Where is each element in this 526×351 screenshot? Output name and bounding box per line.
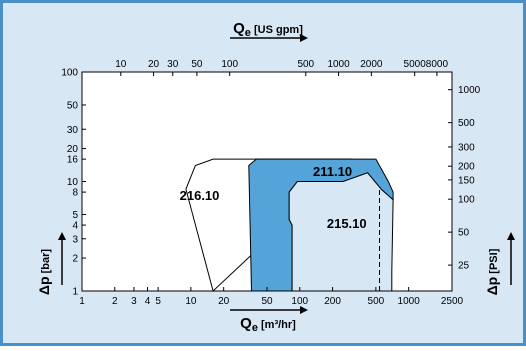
y-tick-label: 1 xyxy=(72,287,78,298)
top-tick-label: 50 xyxy=(191,59,203,70)
x-tick-label: 2 xyxy=(112,296,118,307)
top-tick-label: 100 xyxy=(221,59,238,70)
y-tick-label: 50 xyxy=(67,100,79,111)
bottom-axis-arrowhead xyxy=(300,306,308,314)
right-axis-title: Δp [PSI] xyxy=(484,248,500,295)
x-tick-label: 1000 xyxy=(398,296,421,307)
top-tick-label: 1000 xyxy=(327,59,350,70)
right-tick-label: 100 xyxy=(458,195,475,206)
x-tick-label: 500 xyxy=(368,296,385,307)
region-215-10 xyxy=(288,172,394,292)
x-tick-label: 4 xyxy=(145,296,151,307)
top-tick-label: 30 xyxy=(167,59,179,70)
x-tick-label: 1 xyxy=(79,296,85,307)
region-label-215-10: 215.10 xyxy=(327,216,367,231)
y-tick-label: 2 xyxy=(72,254,78,265)
top-tick-label: 500 xyxy=(297,59,314,70)
x-tick-label: 3 xyxy=(131,296,137,307)
left-axis-arrowhead xyxy=(58,232,66,240)
regions-group xyxy=(185,158,394,292)
right-tick-label: 1000 xyxy=(458,85,481,96)
y-tick-label: 10 xyxy=(67,177,79,188)
y-tick-label: 8 xyxy=(72,188,78,199)
axes-group: 1 2 3 4 5 10 20 50 100 200 500 1000 2500123458101620… xyxy=(61,59,480,307)
y-tick-label: 100 xyxy=(61,68,78,79)
x-tick-label: 200 xyxy=(324,296,341,307)
top-tick-label: 5000 xyxy=(404,59,427,70)
right-tick-label: 300 xyxy=(458,142,475,153)
right-tick-label: 25 xyxy=(458,261,470,272)
y-tick-label: 30 xyxy=(67,125,79,136)
top-axis-title: Qe [US gpm] xyxy=(233,20,303,39)
x-tick-label: 10 xyxy=(185,296,197,307)
y-tick-label: 3 xyxy=(72,234,78,245)
right-tick-label: 200 xyxy=(458,162,475,173)
right-tick-label: 50 xyxy=(458,228,470,239)
top-axis-arrowhead xyxy=(300,34,308,42)
top-tick-label: 20 xyxy=(148,59,160,70)
x-tick-label: 20 xyxy=(218,296,230,307)
right-tick-label: 500 xyxy=(458,118,475,129)
region-label-216-10: 216.10 xyxy=(180,188,220,203)
y-tick-label: 5 xyxy=(72,210,78,221)
region-label-211-10: 211.10 xyxy=(313,164,352,179)
x-tick-label: 50 xyxy=(261,296,273,307)
x-tick-label: 5 xyxy=(155,296,161,307)
right-tick-label: 150 xyxy=(458,175,475,186)
x-tick-label: 100 xyxy=(291,296,308,307)
x-tick-label: 2500 xyxy=(441,296,464,307)
top-tick-label: 8000 xyxy=(426,59,449,70)
top-tick-label: 2000 xyxy=(360,59,383,70)
right-axis-arrowhead xyxy=(507,232,515,240)
top-tick-label: 10 xyxy=(115,59,127,70)
bottom-axis-title: Qe [m³/hr] xyxy=(240,315,296,334)
y-tick-label: 20 xyxy=(67,144,79,155)
y-tick-label: 4 xyxy=(72,221,78,232)
left-axis-title: Δp [bar] xyxy=(36,249,52,295)
y-tick-label: 16 xyxy=(67,155,79,166)
